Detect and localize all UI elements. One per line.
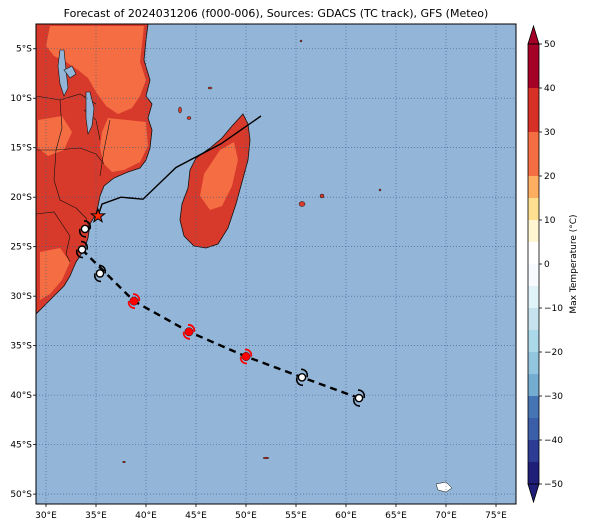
y-tick-label: 5°S bbox=[16, 45, 32, 55]
tropical-storm-icon bbox=[127, 293, 141, 310]
y-tick-label: 25°S bbox=[10, 243, 32, 253]
colorbar-band bbox=[528, 418, 539, 440]
colorbar-band bbox=[528, 220, 539, 242]
x-tick-label: 40°E bbox=[135, 511, 157, 521]
colorbar-extend-bottom bbox=[527, 483, 540, 504]
colorbar-tick-label: −30 bbox=[544, 392, 563, 402]
x-tick-label: 60°E bbox=[335, 511, 357, 521]
colorbar-band bbox=[528, 286, 539, 308]
colorbar-tick-label: 20 bbox=[544, 172, 556, 182]
colorbar-tick-label: 40 bbox=[544, 84, 556, 94]
figure-title: Forecast of 2024031206 (f000-006), Sourc… bbox=[64, 7, 489, 20]
colorbar-tick-label: −20 bbox=[544, 348, 563, 358]
colorbar-bands bbox=[528, 44, 539, 484]
landfall-star-icon bbox=[89, 207, 107, 223]
colorbar-extend-top bbox=[527, 24, 540, 45]
colorbar-band bbox=[528, 66, 539, 88]
colorbar-tick-label: −40 bbox=[544, 436, 563, 446]
colorbar-band bbox=[528, 440, 539, 462]
colorbar-band bbox=[528, 88, 539, 110]
africa-warm-zone-west bbox=[38, 116, 72, 156]
colorbar-tick-label: −10 bbox=[544, 304, 563, 314]
lake-victoria bbox=[63, 65, 77, 79]
colorbar-band bbox=[528, 374, 539, 396]
y-tick-label: 40°S bbox=[10, 391, 32, 401]
y-tick-label: 20°S bbox=[10, 193, 32, 203]
colorbar-label: Max Temperature (°C) bbox=[569, 214, 579, 313]
map-area bbox=[36, 24, 516, 504]
x-tick-label: 75°E bbox=[485, 511, 507, 521]
colorbar-band bbox=[528, 198, 539, 220]
x-tick-label: 35°E bbox=[85, 511, 107, 521]
colorbar-band bbox=[528, 462, 539, 484]
tropical-storm-icon bbox=[182, 323, 196, 340]
colorbar-ticks: 50 40 30 20 10 0 −10 −20 −30 −40 −50 bbox=[539, 40, 563, 490]
colorbar-tick-label: 30 bbox=[544, 128, 556, 138]
small-islands bbox=[122, 39, 453, 493]
x-tick-label: 45°E bbox=[185, 511, 207, 521]
temperature-colorbar: 50 40 30 20 10 0 −10 −20 −30 −40 −50 Max Temperatu… bbox=[527, 24, 579, 504]
x-tick-label: 55°E bbox=[285, 511, 307, 521]
colorbar-tick-label: 0 bbox=[544, 260, 550, 270]
colorbar-band bbox=[528, 132, 539, 154]
colorbar-band bbox=[528, 110, 539, 132]
colorbar-band bbox=[528, 264, 539, 286]
past-track-line bbox=[97, 115, 262, 217]
map-frame bbox=[35, 23, 517, 505]
low-pressure-icon bbox=[352, 389, 366, 407]
low-pressure-icon bbox=[78, 220, 92, 238]
colorbar-band bbox=[528, 44, 539, 66]
y-tick-label: 50°S bbox=[10, 490, 32, 500]
colorbar-tick-label: 50 bbox=[544, 40, 556, 50]
low-pressure-icon bbox=[75, 240, 89, 259]
colorbar-band bbox=[528, 396, 539, 418]
colorbar-band bbox=[528, 154, 539, 176]
y-tick-label: 10°S bbox=[10, 94, 32, 104]
y-tick-label: 35°S bbox=[10, 342, 32, 352]
gridlines bbox=[36, 24, 516, 504]
colorbar-band bbox=[528, 242, 539, 264]
lake-malawi bbox=[85, 91, 95, 136]
colorbar-band bbox=[528, 308, 539, 330]
x-tick-label: 50°E bbox=[235, 511, 257, 521]
low-pressure-icon bbox=[295, 368, 309, 387]
colorbar-band bbox=[528, 352, 539, 374]
tropical-storm-icon bbox=[239, 348, 253, 365]
x-axis-ticks: 30°E 35°E 40°E 45°E 50°E 55°E 60°E 65°E 70°E 75°E bbox=[35, 504, 507, 521]
colorbar-tick-label: 10 bbox=[544, 216, 556, 226]
forecast-track-line bbox=[81, 248, 360, 400]
y-tick-label: 15°S bbox=[10, 144, 32, 154]
lake-tanganyika bbox=[57, 49, 69, 97]
colorbar-band bbox=[528, 330, 539, 352]
africa-warm-zone-mozambique bbox=[100, 118, 148, 172]
madagascar-warm-zone bbox=[200, 142, 238, 210]
cyclone-symbols bbox=[75, 220, 366, 407]
x-tick-label: 65°E bbox=[385, 511, 407, 521]
x-tick-label: 70°E bbox=[435, 511, 457, 521]
country-borders bbox=[36, 93, 111, 263]
y-axis-ticks: 5°S 10°S 15°S 20°S 25°S 30°S 35°S 40°S 45°S 50°S bbox=[10, 45, 36, 500]
y-tick-label: 30°S bbox=[10, 292, 32, 302]
x-tick-label: 30°E bbox=[35, 511, 57, 521]
y-tick-label: 45°S bbox=[10, 441, 32, 451]
africa-warm-zone-south bbox=[40, 248, 70, 300]
low-pressure-icon bbox=[93, 264, 107, 283]
colorbar-band bbox=[528, 176, 539, 198]
colorbar-tick-label: −50 bbox=[544, 480, 563, 490]
